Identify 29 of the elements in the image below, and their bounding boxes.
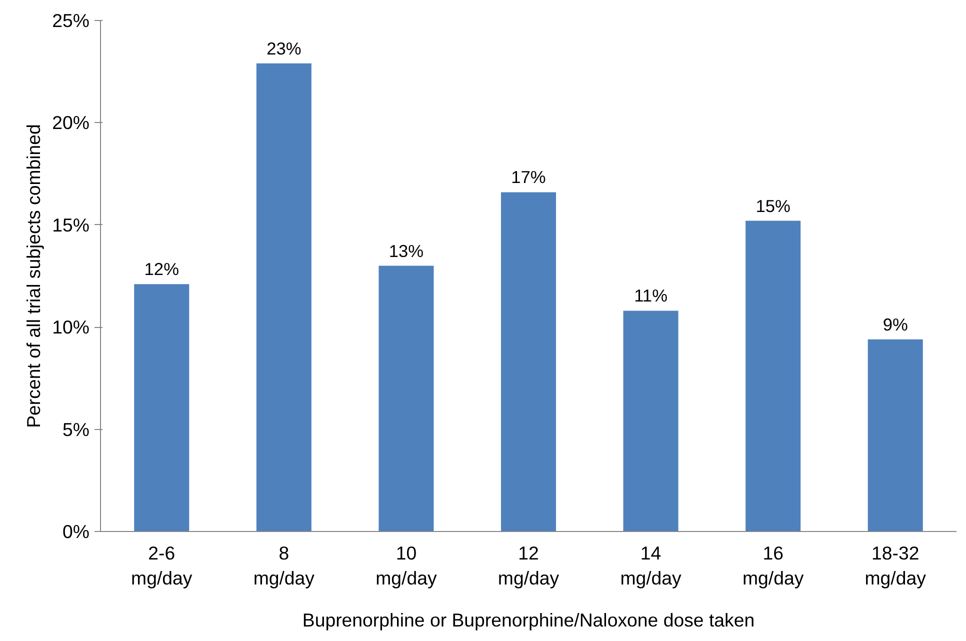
data-label: 12%	[144, 259, 179, 280]
y-tick-label: 25%	[52, 10, 90, 31]
x-tick-label: 16 mg/day	[742, 542, 804, 589]
x-tick-label: 18-32 mg/day	[864, 542, 927, 589]
y-tick-label: 10%	[52, 316, 90, 338]
bar	[256, 63, 312, 532]
y-axis-title: Percent of all trial subjects combined	[23, 124, 44, 428]
x-axis-title: Buprenorphine or Buprenorphine/Naloxone dose taken	[302, 610, 755, 631]
x-tick-label: 10 mg/day	[376, 542, 438, 589]
bar	[378, 266, 434, 532]
bar	[868, 339, 923, 532]
data-label: 13%	[388, 240, 424, 261]
bar	[746, 220, 801, 532]
data-label: 23%	[266, 38, 302, 58]
data-label: 17%	[511, 167, 546, 188]
x-tick-label: 2-6 mg/day	[131, 542, 193, 589]
y-tick-label: 0%	[62, 521, 90, 542]
bar	[500, 192, 556, 532]
y-tick-label: 5%	[62, 418, 90, 440]
x-tick-label: 8 mg/day	[253, 542, 316, 589]
y-tick-label: 20%	[52, 112, 90, 134]
data-label: 15%	[756, 196, 790, 216]
bar	[623, 310, 678, 532]
data-label: 9%	[882, 314, 908, 334]
y-tick-label: 15%	[52, 214, 90, 236]
bar	[134, 284, 190, 532]
data-label: 11%	[634, 286, 668, 306]
x-tick-label: 14 mg/day	[620, 542, 682, 589]
x-tick-label: 12 mg/day	[498, 542, 560, 589]
